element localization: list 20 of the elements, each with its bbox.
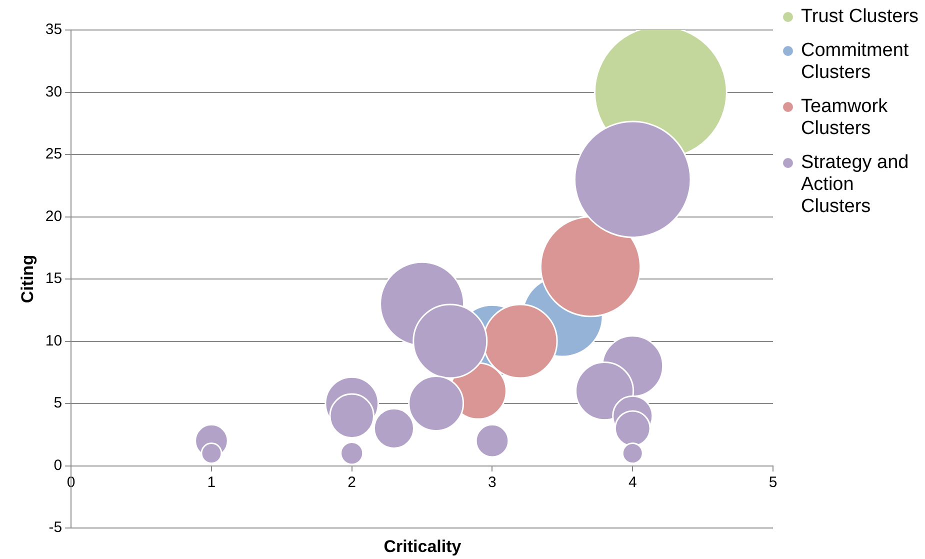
legend-label: Trust Clusters <box>801 6 919 28</box>
y-tick-label: 0 <box>54 456 62 474</box>
x-tick-label: 2 <box>348 474 356 491</box>
y-tick-label: 30 <box>45 83 62 100</box>
y-tick-label: 20 <box>45 208 62 225</box>
y-axis-title: Citing <box>18 254 37 304</box>
y-tick-label: 10 <box>45 332 62 350</box>
x-tick-label: 4 <box>628 474 637 491</box>
legend-label: Strategy and Action Clusters <box>801 152 910 218</box>
legend-label: Commitment Clusters <box>801 40 910 84</box>
x-tick-label: 3 <box>488 474 496 491</box>
y-tick-label: 15 <box>45 270 62 288</box>
x-tick-label: 1 <box>207 474 216 491</box>
y-tick-label: -5 <box>48 519 62 536</box>
x-axis-title: Criticality <box>382 537 462 557</box>
y-tick-label: 35 <box>45 21 62 38</box>
y-tick-label: 5 <box>54 394 62 412</box>
y-tick-label: 25 <box>45 146 62 163</box>
legend-label: Teamwork Clusters <box>801 96 889 140</box>
x-tick-label: 5 <box>768 474 778 491</box>
